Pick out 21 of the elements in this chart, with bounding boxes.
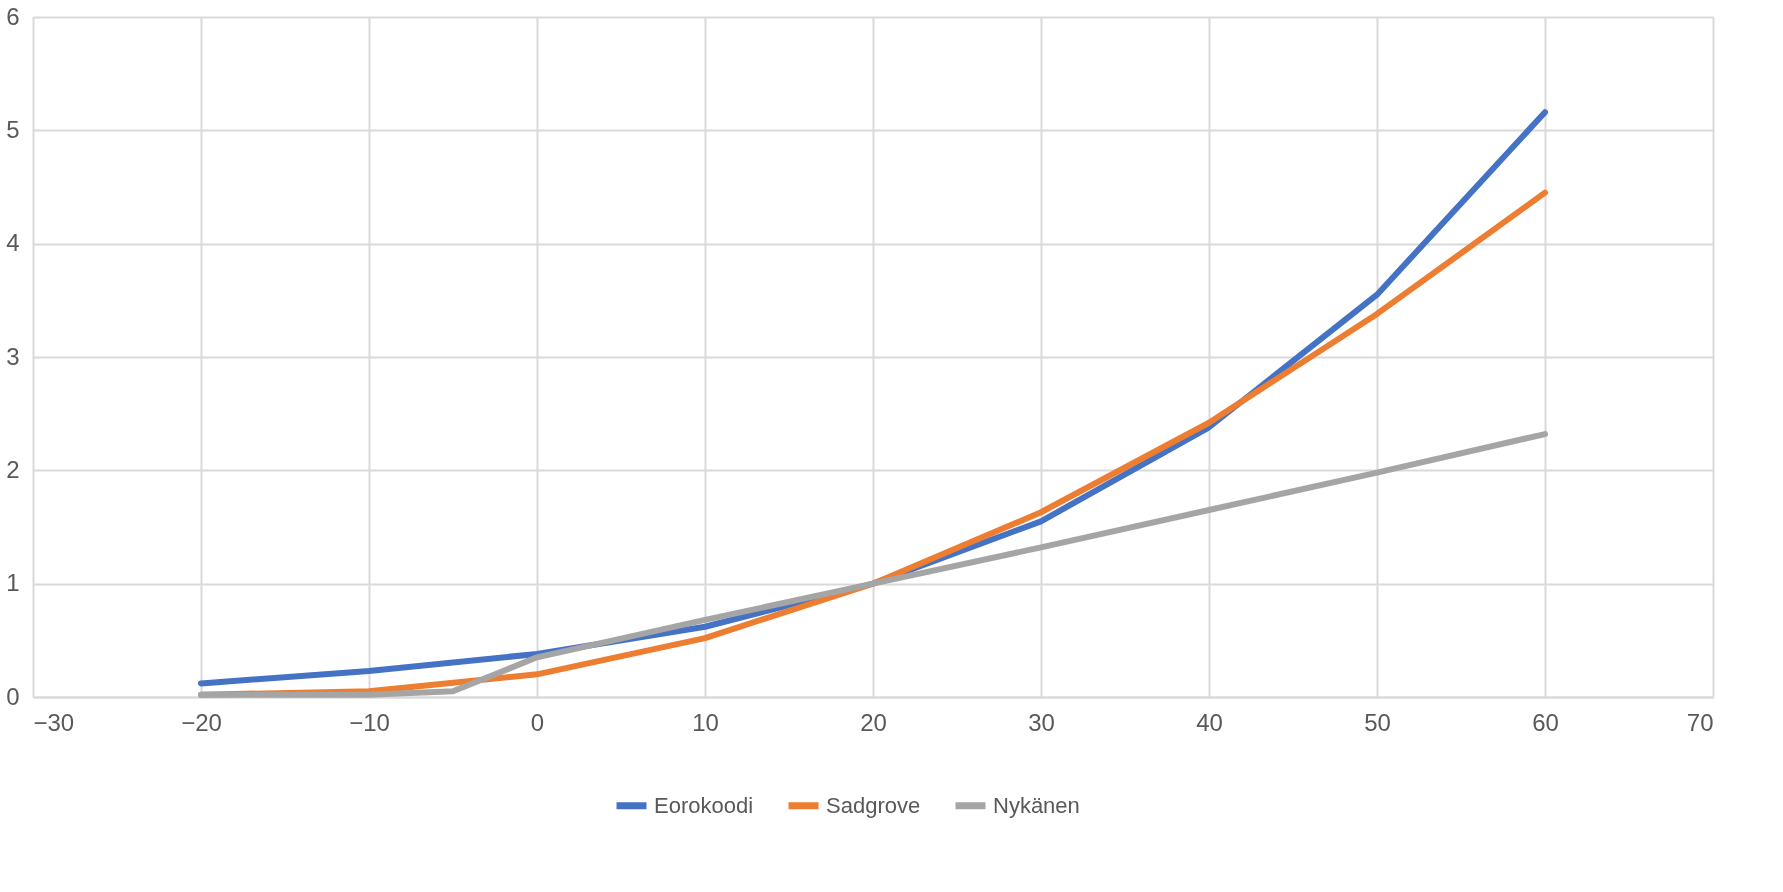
x-tick-label: 40 [1196, 708, 1223, 736]
x-tick-label: −10 [349, 708, 390, 736]
y-tick-label: 2 [6, 455, 20, 483]
x-tick-label: 0 [530, 708, 545, 736]
x-tick-label: 30 [1028, 708, 1055, 736]
x-tick-label: 60 [1532, 708, 1559, 736]
x-tick-label: −30 [33, 708, 75, 736]
y-tick-label: 3 [6, 342, 20, 370]
legend-label: Sadgrove [826, 792, 921, 818]
y-tick-label: 4 [6, 229, 20, 257]
x-tick-label: 10 [692, 708, 719, 736]
x-tick-label: 50 [1364, 708, 1391, 736]
x-tick-label: 70 [1686, 708, 1714, 736]
legend-label: Eorokoodi [654, 792, 754, 818]
y-tick-label: 1 [6, 569, 20, 597]
y-tick-label: 6 [6, 2, 20, 30]
legend-label: Nykänen [993, 792, 1080, 818]
x-tick-label: 20 [860, 708, 887, 736]
y-tick-label: 5 [6, 115, 20, 143]
y-tick-label: 0 [6, 682, 20, 710]
x-tick-label: −20 [181, 708, 222, 736]
